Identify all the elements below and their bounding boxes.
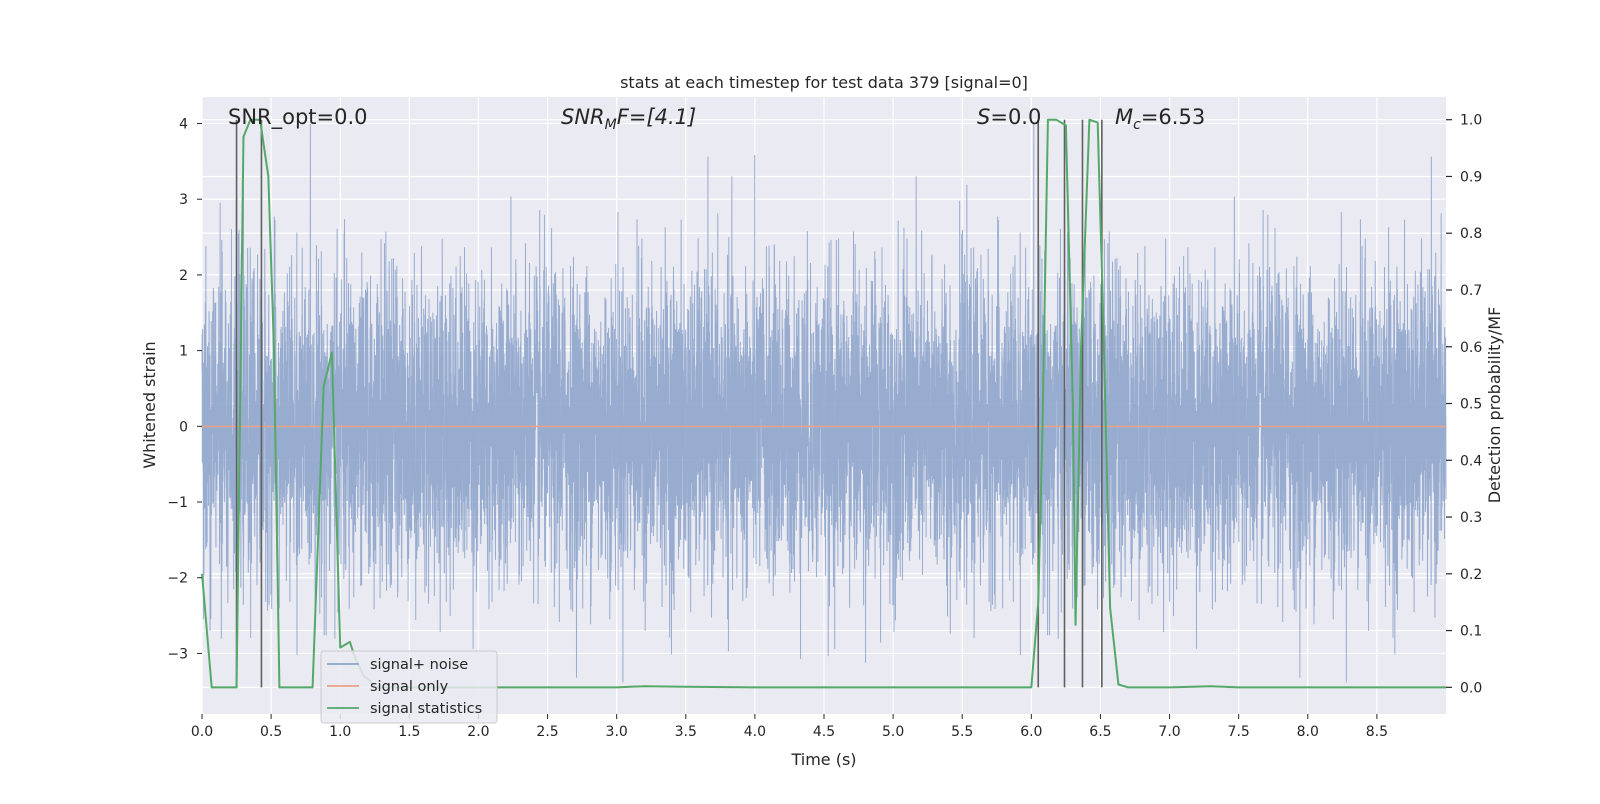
- annotation-mc: Mc=6.53: [1115, 105, 1205, 133]
- legend-label-stats: signal statistics: [370, 701, 482, 717]
- yr-tick-label-0: 1.0: [1460, 113, 1482, 129]
- x-tick-label-8: 4.0: [744, 724, 766, 740]
- x-tick-label-13: 6.5: [1089, 724, 1111, 740]
- legend-label-signal: signal only: [370, 679, 449, 695]
- annotation-snr-opt: SNR_opt=0.0: [228, 105, 368, 130]
- yr-tick-label-1: 0.9: [1460, 169, 1482, 185]
- yr-tick-label-2: 0.8: [1460, 226, 1482, 242]
- x-tick-label-7: 3.5: [675, 724, 697, 740]
- x-tick-label-3: 1.5: [398, 724, 420, 740]
- yl-tick-label-2: 2: [179, 268, 188, 284]
- x-tick-label-16: 8.0: [1297, 724, 1319, 740]
- yr-tick-label-6: 0.4: [1460, 453, 1482, 469]
- yl-tick-label-1: 3: [179, 192, 188, 208]
- yr-tick-label-9: 0.1: [1460, 624, 1482, 640]
- annotation-s: S=0.0: [977, 105, 1041, 129]
- yl-tick-label-3: 1: [179, 344, 188, 360]
- yr-tick-label-5: 0.5: [1460, 397, 1482, 413]
- y-axis-left-ticks: 4 3 2 1 0 −1 −2 −3: [167, 116, 202, 662]
- y-axis-right-ticks: 1.0 0.9 0.8 0.7 0.6 0.5 0.4 0.3 0.2 0.1 0.0: [1446, 113, 1482, 696]
- x-tick-label-9: 4.5: [813, 724, 835, 740]
- x-tick-label-10: 5.0: [882, 724, 904, 740]
- yl-tick-label-4: 0: [179, 419, 188, 435]
- yr-tick-label-10: 0.0: [1460, 680, 1482, 696]
- x-tick-label-12: 6.0: [1020, 724, 1042, 740]
- series-signal-noise: [201, 123, 1447, 683]
- x-axis-label: Time (s): [790, 750, 856, 769]
- yl-tick-label-6: −2: [167, 571, 188, 587]
- x-axis-ticks: 0.0 0.5 1.0 1.5 2.0 2.5 3.0 3.5 4.0 4.5 5.0 5.5 6.0 6…: [191, 714, 1388, 740]
- yr-tick-label-3: 0.7: [1460, 283, 1482, 299]
- x-tick-label-4: 2.0: [467, 724, 489, 740]
- signal-statistics-line: [201, 118, 1446, 689]
- x-tick-label-0: 0.0: [191, 724, 213, 740]
- annotations: SNR_opt=0.0 SNRMF=[4.1] S=0.0 Mc=6.53: [228, 105, 1205, 133]
- legend: signal+ noise signal only signal statist…: [320, 650, 498, 724]
- x-tick-label-6: 3.0: [606, 724, 628, 740]
- legend-label-noise: signal+ noise: [370, 657, 468, 673]
- x-tick-label-11: 5.5: [951, 724, 973, 740]
- x-tick-label-14: 7.0: [1158, 724, 1180, 740]
- yl-tick-label-7: −3: [167, 646, 188, 662]
- yr-tick-label-7: 0.3: [1460, 510, 1482, 526]
- chart-title: stats at each timestep for test data 379…: [620, 73, 1028, 92]
- legend-box: [320, 650, 498, 724]
- noise-line: [201, 123, 1447, 683]
- y-axis-right-label: Detection probability/MF: [1485, 307, 1504, 504]
- yr-tick-label-4: 0.6: [1460, 340, 1482, 356]
- x-tick-label-5: 2.5: [536, 724, 558, 740]
- yl-tick-label-5: −1: [167, 495, 188, 511]
- x-tick-label-2: 1.0: [329, 724, 351, 740]
- x-tick-label-17: 8.5: [1366, 724, 1388, 740]
- yl-tick-label-0: 4: [179, 116, 188, 132]
- y-axis-left-label: Whitened strain: [140, 341, 159, 468]
- x-tick-label-15: 7.5: [1228, 724, 1250, 740]
- x-tick-label-1: 0.5: [260, 724, 282, 740]
- annotation-snr-mf: SNRMF=[4.1]: [561, 105, 696, 133]
- series-signal-statistics: [201, 118, 1446, 689]
- yr-tick-label-8: 0.2: [1460, 567, 1482, 583]
